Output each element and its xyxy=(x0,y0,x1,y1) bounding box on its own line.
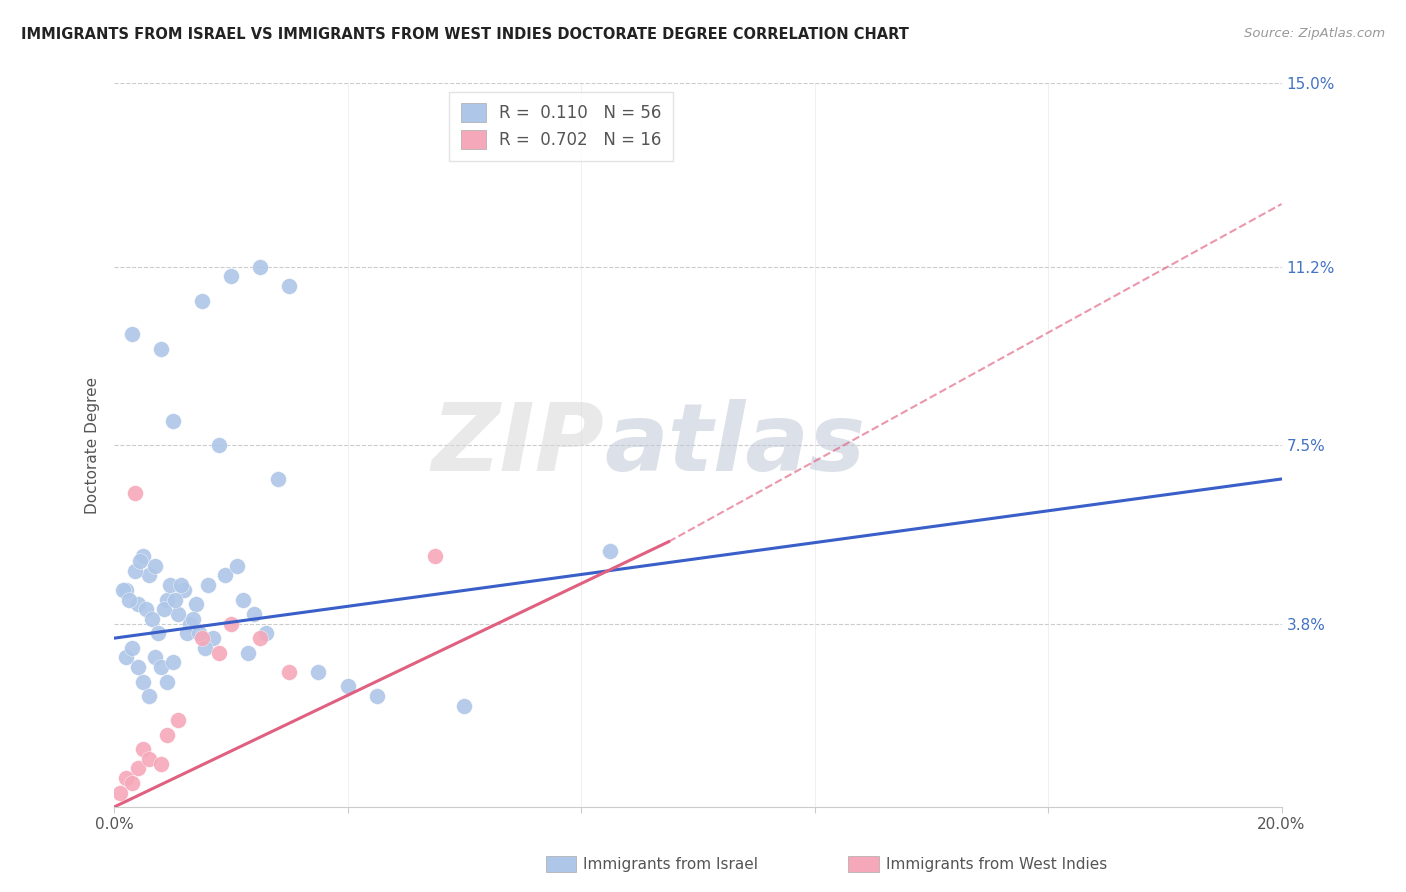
Point xyxy=(138,568,160,582)
Point xyxy=(141,612,163,626)
Point xyxy=(202,631,225,645)
Point xyxy=(108,785,131,799)
Point xyxy=(184,598,207,612)
Point xyxy=(308,665,330,679)
Point xyxy=(135,602,157,616)
Point xyxy=(238,646,260,660)
Point xyxy=(366,689,388,703)
Point xyxy=(124,486,146,500)
Point xyxy=(127,761,149,775)
Point xyxy=(121,640,143,655)
Point xyxy=(162,655,184,669)
Point xyxy=(243,607,266,621)
Point xyxy=(156,728,179,742)
Text: Immigrants from West Indies: Immigrants from West Indies xyxy=(886,857,1107,872)
Point xyxy=(249,260,271,274)
Point xyxy=(278,279,301,293)
Y-axis label: Doctorate Degree: Doctorate Degree xyxy=(86,376,100,514)
Point xyxy=(138,752,160,766)
Point xyxy=(129,554,152,568)
Text: IMMIGRANTS FROM ISRAEL VS IMMIGRANTS FROM WEST INDIES DOCTORATE DEGREE CORRELATI: IMMIGRANTS FROM ISRAEL VS IMMIGRANTS FRO… xyxy=(21,27,908,42)
Point xyxy=(115,582,138,597)
Point xyxy=(170,578,193,592)
Point xyxy=(121,327,143,342)
Point xyxy=(138,689,160,703)
Point xyxy=(149,342,172,356)
Point xyxy=(149,756,172,771)
Point xyxy=(115,771,138,785)
Point xyxy=(132,549,155,563)
Point xyxy=(219,269,242,284)
Text: Immigrants from Israel: Immigrants from Israel xyxy=(583,857,758,872)
Point xyxy=(146,626,169,640)
Point xyxy=(336,679,359,693)
Point xyxy=(194,640,217,655)
Point xyxy=(214,568,236,582)
Point xyxy=(190,631,212,645)
Point xyxy=(127,598,149,612)
Point xyxy=(165,592,187,607)
Point xyxy=(219,616,242,631)
Point xyxy=(149,660,172,674)
Point xyxy=(143,558,166,573)
Point xyxy=(197,578,219,592)
Point xyxy=(425,549,447,563)
Point xyxy=(208,438,231,452)
Point xyxy=(225,558,247,573)
Point xyxy=(181,612,204,626)
Point xyxy=(127,660,149,674)
Point xyxy=(118,592,141,607)
Point xyxy=(167,713,190,727)
Point xyxy=(132,742,155,756)
Point xyxy=(187,626,209,640)
Point xyxy=(153,602,176,616)
Point xyxy=(115,650,138,665)
Point xyxy=(121,776,143,790)
Point xyxy=(254,626,277,640)
Point xyxy=(208,646,231,660)
Point xyxy=(111,582,134,597)
Text: atlas: atlas xyxy=(605,400,866,491)
Legend: R =  0.110   N = 56, R =  0.702   N = 16: R = 0.110 N = 56, R = 0.702 N = 16 xyxy=(450,92,673,161)
Point xyxy=(156,592,179,607)
Point xyxy=(599,544,621,558)
Point xyxy=(190,293,212,308)
Point xyxy=(124,564,146,578)
Point xyxy=(278,665,301,679)
Point xyxy=(132,674,155,689)
Point xyxy=(167,607,190,621)
Point xyxy=(266,472,288,486)
Point xyxy=(179,616,201,631)
Text: ZIP: ZIP xyxy=(432,400,605,491)
Point xyxy=(232,592,254,607)
Point xyxy=(249,631,271,645)
Point xyxy=(143,650,166,665)
Point xyxy=(156,674,179,689)
Point xyxy=(173,582,195,597)
Point xyxy=(162,414,184,428)
Text: Source: ZipAtlas.com: Source: ZipAtlas.com xyxy=(1244,27,1385,40)
Point xyxy=(176,626,198,640)
Point xyxy=(159,578,181,592)
Point xyxy=(453,698,475,713)
